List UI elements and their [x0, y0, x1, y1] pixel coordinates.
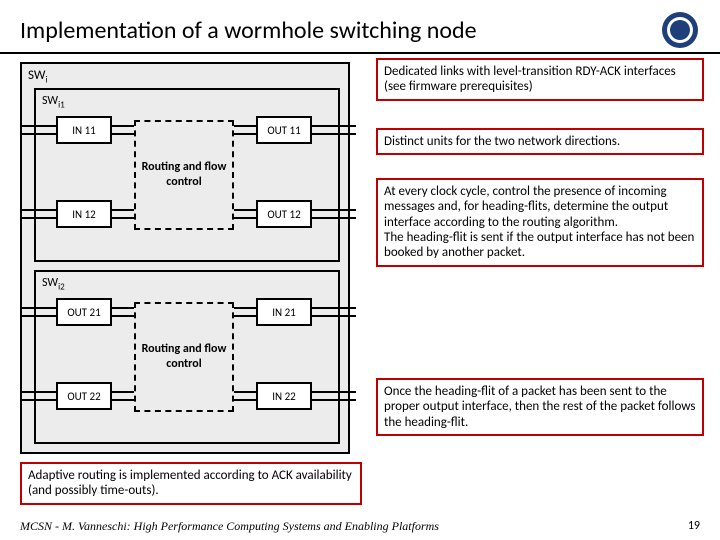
- switch-diagram: SWi SWi1 IN 11 IN 12 OUT 11 OUT 12 Routi…: [20, 62, 360, 464]
- port-in11: IN 11: [56, 116, 112, 144]
- note-adaptive-routing: Adaptive routing is implemented accordin…: [20, 462, 362, 505]
- slide-title: Implementation of a wormhole switching n…: [20, 16, 660, 45]
- slide-root: Implementation of a wormhole switching n…: [0, 0, 720, 540]
- sw1-label: SWi1: [42, 94, 65, 110]
- port-in21: IN 21: [256, 298, 312, 326]
- router-1: Routing and flow control: [134, 120, 234, 230]
- port-out12: OUT 12: [256, 200, 312, 228]
- note-distinct-units: Distinct units for the two network direc…: [376, 128, 704, 155]
- port-out11: OUT 11: [256, 116, 312, 144]
- port-in22: IN 22: [256, 382, 312, 410]
- footer-text: MCSN - M. Vanneschi: High Performance Co…: [20, 519, 439, 534]
- port-out21: OUT 21: [56, 298, 112, 326]
- switch-outer-label: SWi: [28, 68, 48, 86]
- switch-unit-2: SWi2 OUT 21 OUT 22 IN 21 IN 22 Routing a…: [34, 270, 340, 444]
- switch-outer-box: SWi SWi1 IN 11 IN 12 OUT 11 OUT 12 Routi…: [20, 62, 350, 454]
- port-out22: OUT 22: [56, 382, 112, 410]
- switch-unit-1: SWi1 IN 11 IN 12 OUT 11 OUT 12 Routing a…: [34, 88, 340, 262]
- title-row: Implementation of a wormhole switching n…: [0, 0, 720, 52]
- sw2-label: SWi2: [42, 276, 65, 292]
- router-2: Routing and flow control: [134, 302, 234, 412]
- note-heading-flit: Once the heading-flit of a packet has be…: [376, 378, 704, 436]
- slide-footer: MCSN - M. Vanneschi: High Performance Co…: [20, 519, 700, 534]
- note-clock-cycle: At every clock cycle, control the presen…: [376, 178, 704, 267]
- note-dedicated-links: Dedicated links with level-transition RD…: [376, 58, 704, 101]
- page-number: 19: [688, 519, 700, 534]
- title-underline: [0, 52, 720, 54]
- university-seal-icon: [660, 10, 700, 50]
- port-in12: IN 12: [56, 200, 112, 228]
